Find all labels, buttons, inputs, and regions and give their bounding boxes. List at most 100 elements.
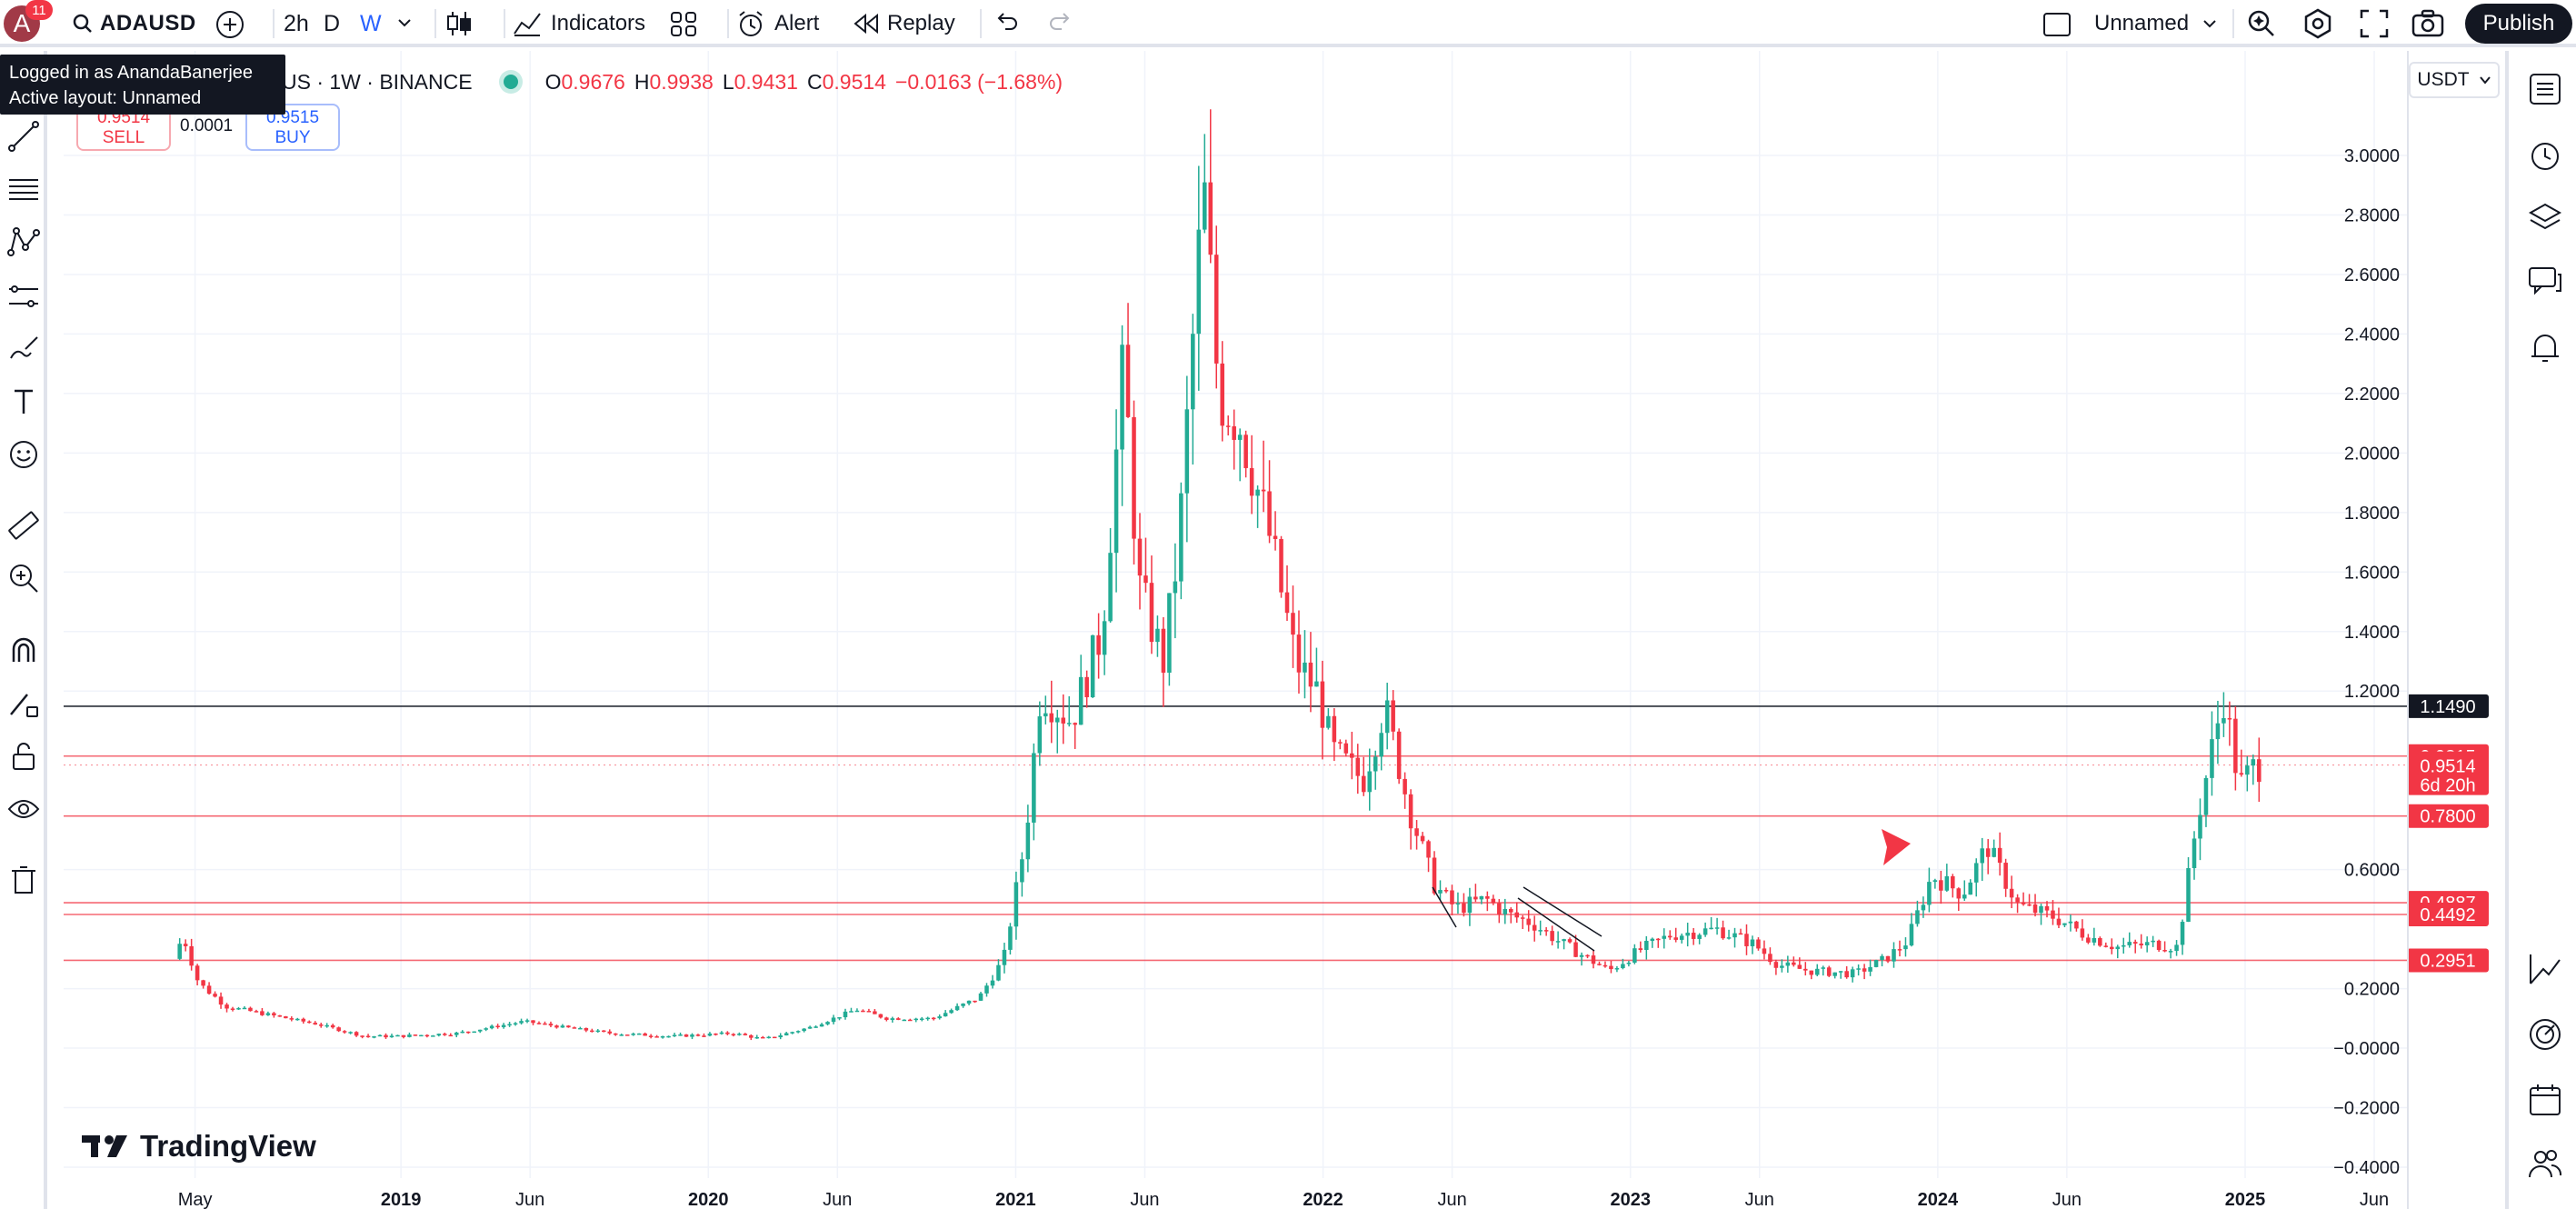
candle-body [1267, 491, 1272, 536]
candle-body [1291, 613, 1295, 635]
candle-body [1343, 743, 1349, 754]
symbol-name: ADAUSD [100, 11, 196, 35]
templates-button[interactable] [669, 9, 698, 43]
redo-icon [1050, 13, 1070, 30]
bell-icon [2531, 335, 2559, 362]
candle-body [1225, 425, 1231, 427]
candle-body [436, 1034, 442, 1036]
screener-button[interactable] [2523, 1013, 2567, 1056]
candle-body [1980, 848, 1984, 864]
candle-body [2132, 942, 2138, 944]
time-scale[interactable]: May 2019 Jun 2020 Jun 2021 Jun 2022 Jun 2023 Jun 20… [178, 1190, 2389, 1209]
toolbar-divider [980, 9, 982, 38]
trading-panel-button[interactable] [2523, 947, 2567, 991]
candle-body [1579, 954, 1584, 957]
candle-body [1838, 971, 1843, 973]
compare-symbol-button[interactable] [215, 9, 245, 40]
fib-tool[interactable] [5, 171, 42, 207]
candle-body [1303, 662, 1307, 673]
candle-body [2103, 945, 2109, 947]
candle-body [654, 1036, 659, 1038]
brush-tool[interactable] [5, 331, 42, 367]
interval-dropdown[interactable] [396, 13, 413, 37]
candle-body [790, 1032, 794, 1034]
price-tick-label: 0.2000 [2344, 980, 2400, 1000]
candle-body [1037, 716, 1043, 754]
candle-body [1897, 949, 1902, 951]
publish-button[interactable]: Publish [2465, 4, 2572, 44]
low-value: 0.9431 [734, 69, 798, 94]
tradingview-logo[interactable]: TradingView [82, 1129, 316, 1164]
candle-body [961, 1004, 965, 1006]
indicators-button[interactable]: Indicators [513, 0, 645, 47]
chart-type-button[interactable] [444, 9, 474, 43]
currency-select[interactable]: USDT [2409, 62, 2500, 98]
candle-body [1644, 941, 1649, 951]
candle-body [1261, 489, 1266, 492]
candle-body [1821, 967, 1826, 969]
measure-tool[interactable] [5, 507, 42, 544]
emoji-tool[interactable] [5, 436, 42, 473]
chevron-down-icon [2479, 76, 2491, 85]
candle-body [2239, 773, 2244, 775]
layout-select-checkbox[interactable] [2043, 13, 2071, 36]
snapshot-button[interactable] [2411, 7, 2445, 45]
candle-body [2222, 718, 2226, 724]
community-button[interactable] [2523, 1142, 2567, 1185]
redo-button[interactable] [1047, 11, 1074, 39]
quick-search-button[interactable] [2245, 7, 2278, 45]
candle-body [324, 1024, 329, 1027]
text-tool[interactable] [5, 384, 42, 420]
candle-body [1932, 880, 1938, 883]
lock-drawings[interactable] [5, 738, 42, 774]
hide-drawings[interactable] [5, 791, 42, 827]
interval-d-button[interactable]: D [324, 11, 341, 36]
candle-body [1179, 493, 1183, 582]
layout-menu[interactable]: Unnamed [2094, 0, 2218, 47]
candle-body [1873, 960, 1879, 967]
remove-drawings[interactable] [5, 862, 42, 898]
replay-button[interactable]: Replay [853, 0, 955, 47]
market-status-dot[interactable] [503, 75, 518, 89]
calendar-button[interactable] [2523, 1078, 2567, 1122]
price-chart[interactable]: 3.0000 2.8000 2.6000 2.4000 2.2000 2.0000 1.80… [64, 51, 2500, 1209]
watchlist-button[interactable] [2523, 67, 2567, 111]
alert-button[interactable]: Alert [736, 0, 819, 47]
channel-line [1517, 897, 1595, 952]
rewind-icon [854, 13, 878, 35]
candle-body [1497, 903, 1502, 914]
fullscreen-button[interactable] [2358, 7, 2391, 45]
candle-body [318, 1024, 324, 1026]
price-scale[interactable]: 3.0000 2.8000 2.6000 2.4000 2.2000 2.0000 1.80… [2333, 146, 2400, 1178]
undo-button[interactable] [993, 11, 1020, 39]
interval-2h-button[interactable]: 2h [284, 11, 309, 36]
legend-symbol[interactable]: US · 1W · BINANCE [282, 69, 473, 94]
horizontal-lines[interactable] [64, 705, 2407, 962]
stay-in-drawing-mode[interactable] [5, 685, 42, 722]
candle-body [1909, 924, 1914, 946]
candle-body [2162, 950, 2167, 952]
forecast-tool[interactable] [5, 278, 42, 315]
symbol-search[interactable]: ADAUSD [73, 0, 196, 47]
pattern-tool[interactable] [5, 224, 42, 260]
settings-button[interactable] [2301, 7, 2334, 45]
open-value: 0.9676 [561, 69, 625, 94]
zoom-tool[interactable] [5, 560, 42, 596]
chart-legend[interactable]: US · 1W · BINANCE O 0.9676 H 0.9938 L 0.943… [55, 65, 1063, 98]
notifications-button[interactable] [2523, 325, 2567, 369]
candle-body [1426, 841, 1431, 858]
trend-line-tool[interactable] [5, 118, 42, 155]
pencil-lock-icon [10, 694, 38, 717]
alerts-panel-button[interactable] [2523, 133, 2567, 176]
candle-body [2098, 937, 2102, 946]
price-tick-label: −0.4000 [2333, 1158, 2400, 1178]
candle-body [1809, 970, 1814, 975]
user-drawings[interactable] [1432, 829, 1911, 952]
interval-w-button[interactable]: W [360, 11, 382, 36]
candle-body [1338, 742, 1343, 744]
chats-button[interactable] [2523, 260, 2567, 304]
candle-body [631, 1034, 635, 1035]
object-tree-button[interactable] [2523, 196, 2567, 240]
magnet-tool[interactable] [5, 633, 42, 669]
candle-body [1826, 967, 1832, 976]
